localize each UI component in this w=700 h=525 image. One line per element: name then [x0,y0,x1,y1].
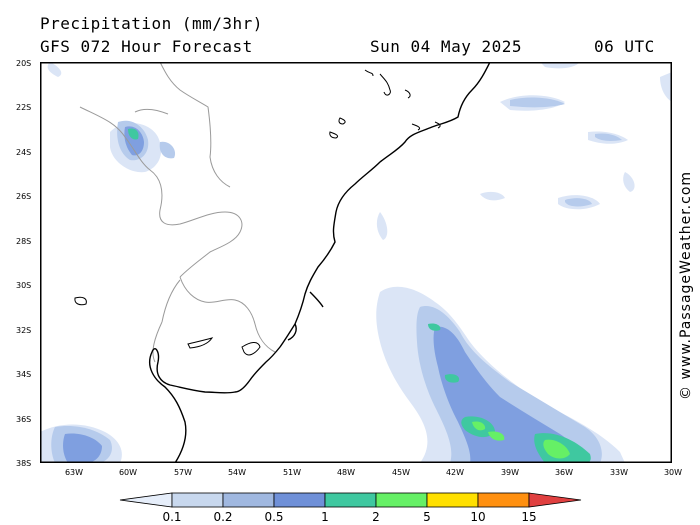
legend-arrow-high [528,492,582,508]
lat-tick-label: 38S [16,459,32,468]
precip-area [376,212,388,240]
lon-tick-label: 51W [282,468,302,477]
legend-swatch [273,492,326,508]
legend-arrow-low [119,492,173,508]
lat-tick-label: 32S [16,326,32,335]
map-frame [40,62,672,463]
legend-swatch [375,492,428,508]
legend-tick-label: 2 [372,510,380,524]
legend-tick-label: 0.5 [264,510,284,524]
lon-tick-label: 42W [445,468,465,477]
map-title: Precipitation (mm/3hr) [40,14,263,33]
precip-area [47,62,62,77]
legend-swatch [324,492,377,508]
legend-tick-label: 5 [423,510,431,524]
precip-area [159,141,176,159]
precip-area [543,439,570,459]
precip-area [510,97,565,108]
lat-tick-label: 36S [16,415,32,424]
legend-swatch [222,492,275,508]
precip-area [565,198,592,207]
precip-area [660,72,672,102]
watermark: © www.PassageWeather.com [678,170,694,400]
coastline [148,62,491,463]
lat-tick-label: 30S [16,281,32,290]
legend-tick-label: 10 [470,510,486,524]
precipitation-map [40,62,672,463]
islands [74,69,441,356]
lon-tick-label: 48W [336,468,356,477]
lat-tick-label: 22S [16,103,32,112]
legend-tick-label: 0.1 [162,510,182,524]
precip-area [428,323,441,331]
legend-tick-label: 1 [321,510,329,524]
color-legend [119,492,582,508]
lon-tick-label: 57W [173,468,193,477]
lat-tick-label: 24S [16,148,32,157]
lon-tick-label: 45W [391,468,411,477]
map-panel [40,62,672,463]
lon-tick-label: 63W [64,468,84,477]
precip-area [540,62,580,69]
lon-tick-label: 33W [609,468,629,477]
lon-tick-label: 36W [554,468,574,477]
precip-area [444,374,460,383]
forecast-subtitle: GFS 072 Hour Forecast [40,37,253,56]
lat-tick-label: 28S [16,237,32,246]
precip-area [63,433,102,463]
legend-swatch [171,492,224,508]
legend-tick-label: 0.2 [213,510,233,524]
legend-swatch [426,492,479,508]
country-borders [79,62,276,363]
precip-area [595,133,622,141]
lat-tick-label: 34S [16,370,32,379]
precip-shading [40,62,672,463]
lat-tick-label: 20S [16,59,32,68]
lon-tick-label: 39W [500,468,520,477]
valid-time: 06 UTC [594,37,655,56]
lon-tick-label: 60W [118,468,138,477]
precip-area [472,421,486,431]
lon-tick-label: 30W [663,468,683,477]
precip-area [623,172,635,192]
precip-area [480,191,505,201]
lon-tick-label: 54W [227,468,247,477]
lat-tick-label: 26S [16,192,32,201]
valid-date: Sun 04 May 2025 [370,37,522,56]
legend-tick-label: 15 [521,510,537,524]
legend-swatch [477,492,530,508]
precip-area [128,128,139,140]
precip-area [488,431,505,441]
